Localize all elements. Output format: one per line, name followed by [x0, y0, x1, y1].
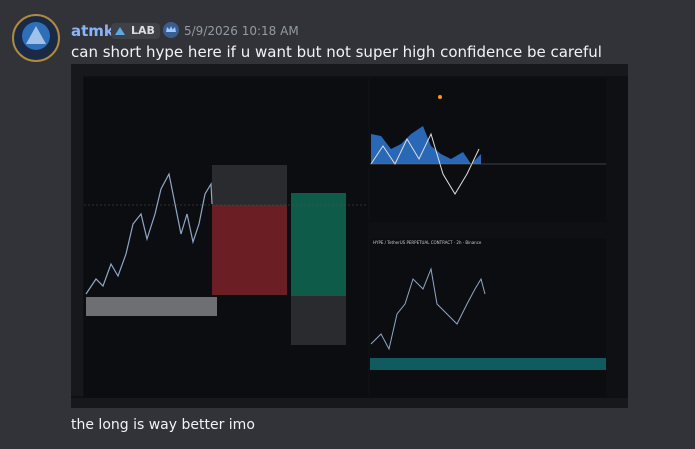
- timestamp: 5/9/2026 10:18 AM: [184, 24, 299, 38]
- role-icon: [163, 22, 179, 38]
- tag-icon: [115, 27, 125, 35]
- message-text: can short hype here if u want but not su…: [71, 43, 602, 61]
- chart-caption: HYPE / TetherUS PERPETUAL CONTRACT · 2h …: [373, 240, 482, 245]
- message-text: the long is way better imo: [71, 417, 255, 433]
- username[interactable]: atmk: [71, 22, 114, 40]
- avatar[interactable]: [12, 14, 60, 62]
- chart-screenshot[interactable]: HYPE / TetherUS PERPETUAL CONTRACT · 2h …: [71, 64, 628, 408]
